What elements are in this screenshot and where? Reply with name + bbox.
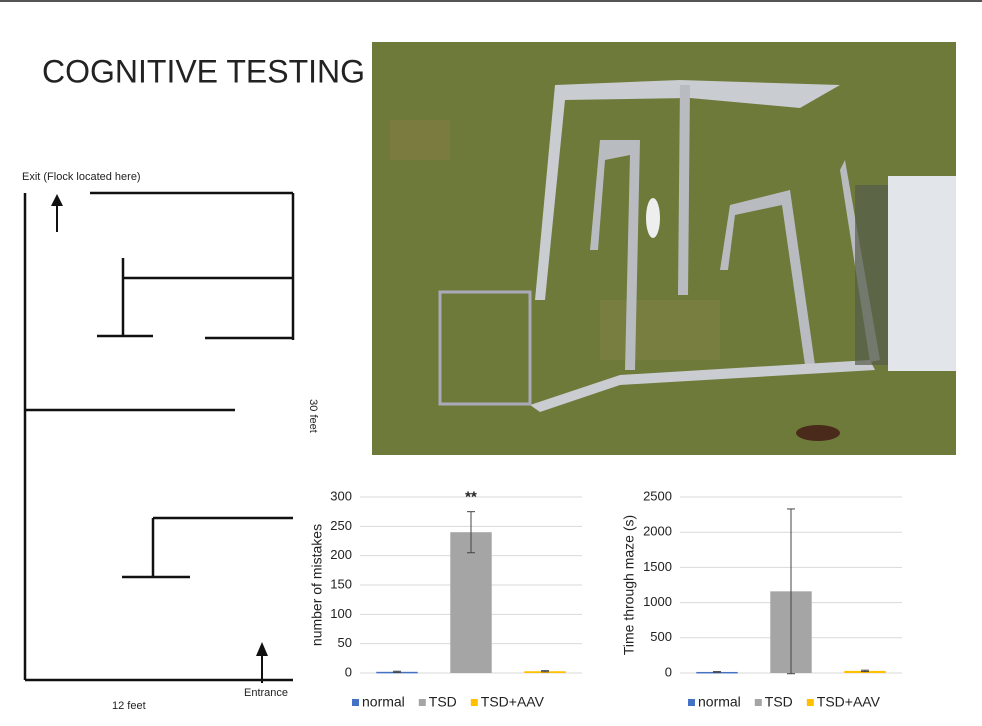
photo-fence — [530, 360, 875, 412]
legend-swatch — [806, 699, 814, 706]
photo-fence — [720, 190, 815, 365]
legend-label: TSD+AAV — [481, 694, 545, 710]
legend-label: TSD — [429, 694, 457, 710]
y-tick-label: 0 — [345, 664, 352, 679]
maze-photo — [372, 42, 956, 455]
legend-swatch — [754, 699, 762, 706]
y-tick-label: 2500 — [643, 488, 672, 503]
width-label: 12 feet — [112, 700, 146, 712]
y-tick-label: 0 — [665, 664, 672, 679]
photo-fence — [535, 80, 840, 300]
photo-cage — [855, 185, 888, 365]
legend-swatch — [352, 699, 359, 706]
entrance-arrow-head — [256, 642, 268, 656]
photo-patch — [600, 300, 720, 360]
y-axis-label: Time through maze (s) — [621, 515, 637, 655]
legend-swatch — [470, 699, 478, 706]
entrance-label: Entrance — [244, 687, 288, 699]
bar — [450, 532, 492, 673]
y-tick-label: 200 — [330, 547, 352, 562]
y-tick-label: 50 — [338, 635, 352, 650]
y-tick-label: 2000 — [643, 524, 672, 539]
y-tick-label: 100 — [330, 606, 352, 621]
slide-title: COGNITIVE TESTING — [42, 53, 365, 89]
photo-tent — [888, 176, 956, 371]
photo-fence — [678, 85, 690, 295]
photo-sheep — [796, 425, 840, 441]
significance-annotation: ** — [465, 489, 477, 506]
exit-label: Exit (Flock located here) — [22, 171, 141, 183]
y-tick-label: 1500 — [643, 559, 672, 574]
legend-label: TSD — [765, 694, 793, 710]
y-tick-label: 300 — [330, 488, 352, 503]
maze-diagram — [23, 191, 295, 683]
y-tick-label: 1000 — [643, 594, 672, 609]
y-tick-label: 500 — [650, 629, 672, 644]
legend-label: TSD+AAV — [817, 694, 881, 710]
exit-arrow-head — [51, 194, 63, 206]
legend-label: normal — [698, 694, 741, 710]
y-axis-label: number of mistakes — [309, 524, 325, 646]
photo-sheep — [646, 198, 660, 238]
legend-swatch — [418, 699, 426, 706]
height-label: 30 feet — [307, 399, 319, 433]
photo-fence — [590, 140, 640, 370]
y-tick-label: 250 — [330, 518, 352, 533]
photo-patch — [390, 120, 450, 160]
y-tick-label: 150 — [330, 576, 352, 591]
photo-pen — [438, 290, 532, 406]
legend-swatch — [688, 699, 695, 706]
legend-label: normal — [362, 694, 405, 710]
